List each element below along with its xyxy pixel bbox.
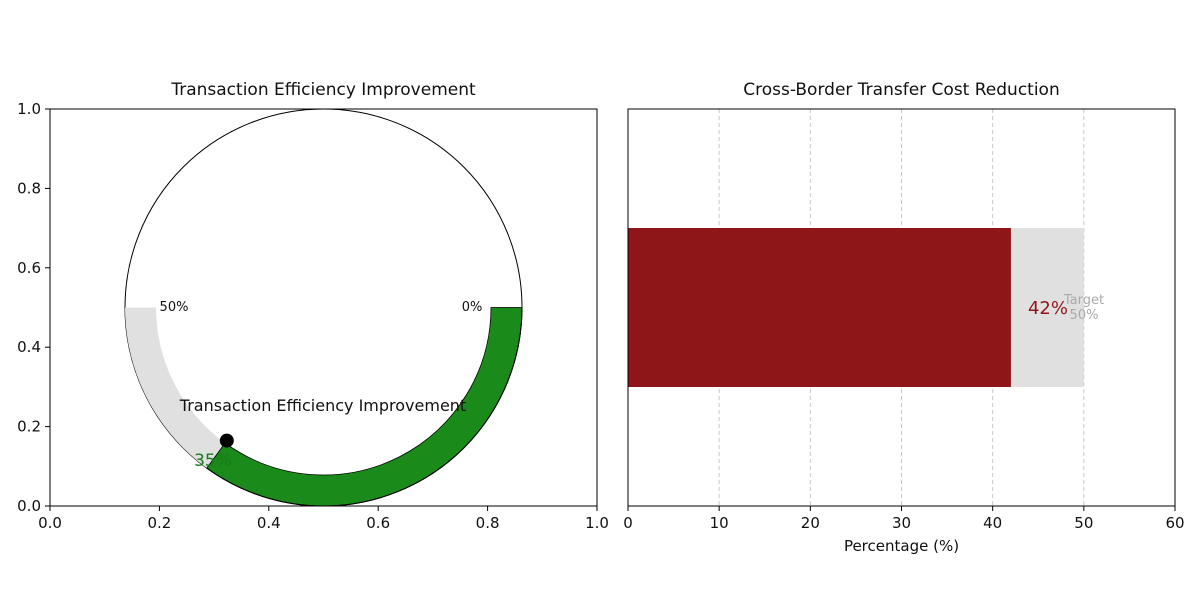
bar-axis-ticks: 0 10 20 30 40 50 60 bbox=[623, 506, 1185, 532]
gauge-y-tick-label: 0.2 bbox=[17, 418, 41, 436]
gauge-x-tick-label: 0.8 bbox=[476, 514, 500, 532]
bar-x-tick-label: 10 bbox=[710, 514, 729, 532]
gauge-y-tick-label: 0.0 bbox=[17, 497, 41, 515]
gauge-needle-dot bbox=[219, 433, 234, 448]
target-label-line1: Target bbox=[1063, 293, 1104, 308]
gauge-x-tick-label: 0.6 bbox=[366, 514, 390, 532]
gauge-x-tick-label: 1.0 bbox=[585, 514, 609, 532]
gauge-fill-edge bbox=[206, 307, 523, 507]
gauge-chart: Transaction Efficiency Improvement 0.0 0.… bbox=[17, 80, 609, 532]
bar-chart: Cross-Border Transfer Cost Reduction 0 10… bbox=[623, 80, 1184, 555]
gauge-max-label: 50% bbox=[160, 300, 189, 315]
bar-x-tick-label: 60 bbox=[1165, 514, 1184, 532]
bar-xlabel: Percentage (%) bbox=[844, 537, 959, 555]
gauge-x-tick-label: 0.0 bbox=[38, 514, 62, 532]
gauge-axis-ticks: 0.0 0.2 0.4 0.6 0.8 1.0 0.0 0.2 0.4 0.6 0.8 1.0 bbox=[17, 100, 609, 532]
gauge-center-label: Transaction Efficiency Improvement bbox=[179, 396, 466, 415]
gauge-min-label: 0% bbox=[462, 300, 483, 315]
bar-x-tick-label: 30 bbox=[892, 514, 911, 532]
gauge-axes-frame bbox=[49, 108, 598, 507]
gauge-y-tick-label: 1.0 bbox=[17, 100, 41, 118]
gauge-x-tick-label: 0.2 bbox=[147, 514, 171, 532]
gauge-y-tick-label: 0.4 bbox=[17, 338, 41, 356]
bar-value-label: 42% bbox=[1028, 298, 1068, 319]
target-label-line2: 50% bbox=[1070, 308, 1099, 323]
value-bar bbox=[628, 228, 1011, 387]
gauge-value-label: 35% bbox=[194, 451, 232, 471]
bar-x-tick-label: 20 bbox=[801, 514, 820, 532]
gauge-title: Transaction Efficiency Improvement bbox=[170, 80, 476, 100]
bar-x-tick-label: 0 bbox=[623, 514, 633, 532]
gauge-y-tick-label: 0.8 bbox=[17, 179, 41, 197]
bar-x-tick-label: 50 bbox=[1074, 514, 1093, 532]
bar-x-tick-label: 40 bbox=[983, 514, 1002, 532]
gauge-x-tick-label: 0.4 bbox=[257, 514, 281, 532]
gauge-y-tick-label: 0.6 bbox=[17, 259, 41, 277]
bar-title: Cross-Border Transfer Cost Reduction bbox=[743, 80, 1059, 100]
